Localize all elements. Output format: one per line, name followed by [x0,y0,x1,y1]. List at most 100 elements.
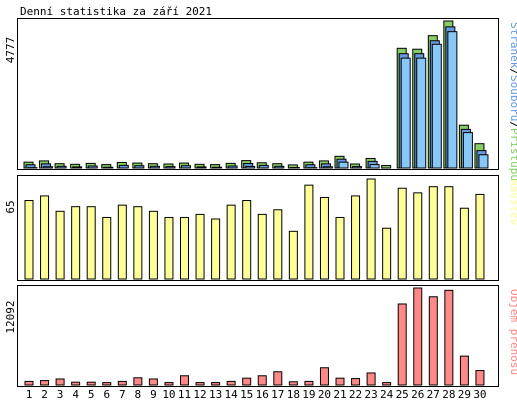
bar [164,216,174,280]
bar [459,355,469,386]
x-tick-label: 1 [26,388,33,401]
x-tick-label: 30 [473,388,486,401]
x-tick-label: 27 [427,388,440,401]
x-tick-label: 22 [349,388,362,401]
series-pages [27,31,489,169]
bar [148,378,158,386]
bar [40,380,50,386]
bar [352,166,363,169]
panel-middle: 65 Návštěv [4,178,517,280]
bar [338,161,349,169]
bar [103,166,114,169]
bar [475,370,485,386]
bar [428,186,438,280]
bar [55,378,65,386]
bar [459,207,469,280]
bar [195,213,205,280]
x-tick-label: 3 [57,388,64,401]
bar [397,303,407,386]
bar [335,216,345,280]
x-tick-label: 19 [302,388,315,401]
bar [304,380,314,386]
x-tick-label: 28 [442,388,455,401]
bar [428,296,438,386]
x-tick-label: 17 [271,388,284,401]
x-tick-label: 20 [318,388,331,401]
bar [382,382,392,386]
x-tick-label: 5 [88,388,95,401]
bar [102,216,112,280]
bar [397,187,407,280]
bar [117,380,127,386]
bar [43,166,54,169]
x-tick-label: 14 [225,388,239,401]
bar [245,165,256,169]
bar [257,213,267,280]
bar [180,216,189,280]
bar [24,380,34,386]
bar [56,165,67,169]
bar [273,371,283,386]
legend-part: Stránek [508,22,517,69]
bar [118,164,129,169]
x-tick-label: 18 [287,388,300,401]
x-tick-label: 4 [72,388,79,401]
bar [258,164,269,169]
bar [431,43,442,169]
bar [478,154,489,169]
bar [288,381,298,386]
x-tick-label: 9 [150,388,157,401]
bar [86,381,96,386]
bar [462,132,473,169]
series-bottom [24,287,485,386]
bar [164,382,174,386]
bar [71,206,81,280]
bar [72,166,83,169]
bar [288,230,298,280]
bar [226,380,236,386]
x-tick-label: 6 [103,388,110,401]
legend-part: / [508,121,517,128]
bar [24,200,34,280]
bar [351,378,361,386]
y-max-label: 4777 [4,37,17,64]
x-tick-label: 13 [209,388,222,401]
legend-part: Přístupů [508,128,517,181]
x-tick-label: 11 [178,388,191,401]
x-tick-label: 29 [458,388,471,401]
bar [227,165,238,169]
bar [86,206,96,280]
panel-frame [17,175,499,281]
legend-part: Návštěv [508,179,517,226]
bar [55,210,65,280]
bar [242,200,252,280]
bar [117,204,127,280]
bar [133,377,143,386]
bar [242,377,252,386]
bar [133,206,143,280]
bar [212,166,223,169]
bar [196,166,207,169]
x-tick-label: 2 [41,388,48,401]
bar [195,382,205,386]
x-tick-label: 10 [162,388,175,401]
bar [149,165,160,169]
y-max-label: 12092 [4,300,17,333]
bar [475,193,485,280]
bar [274,165,285,169]
y-max-label: 65 [4,200,17,213]
bar [273,209,283,280]
chart-title: Denní statistika za září 2021 [20,5,212,18]
bar [181,165,191,169]
x-tick-label: 12 [193,388,206,401]
bar [102,382,112,386]
bar [413,287,423,386]
bar [226,204,236,280]
series-legend: Objem přenosu [508,289,517,375]
bar [211,382,221,386]
bar [369,164,380,169]
bar [400,57,411,169]
bar [304,184,314,280]
